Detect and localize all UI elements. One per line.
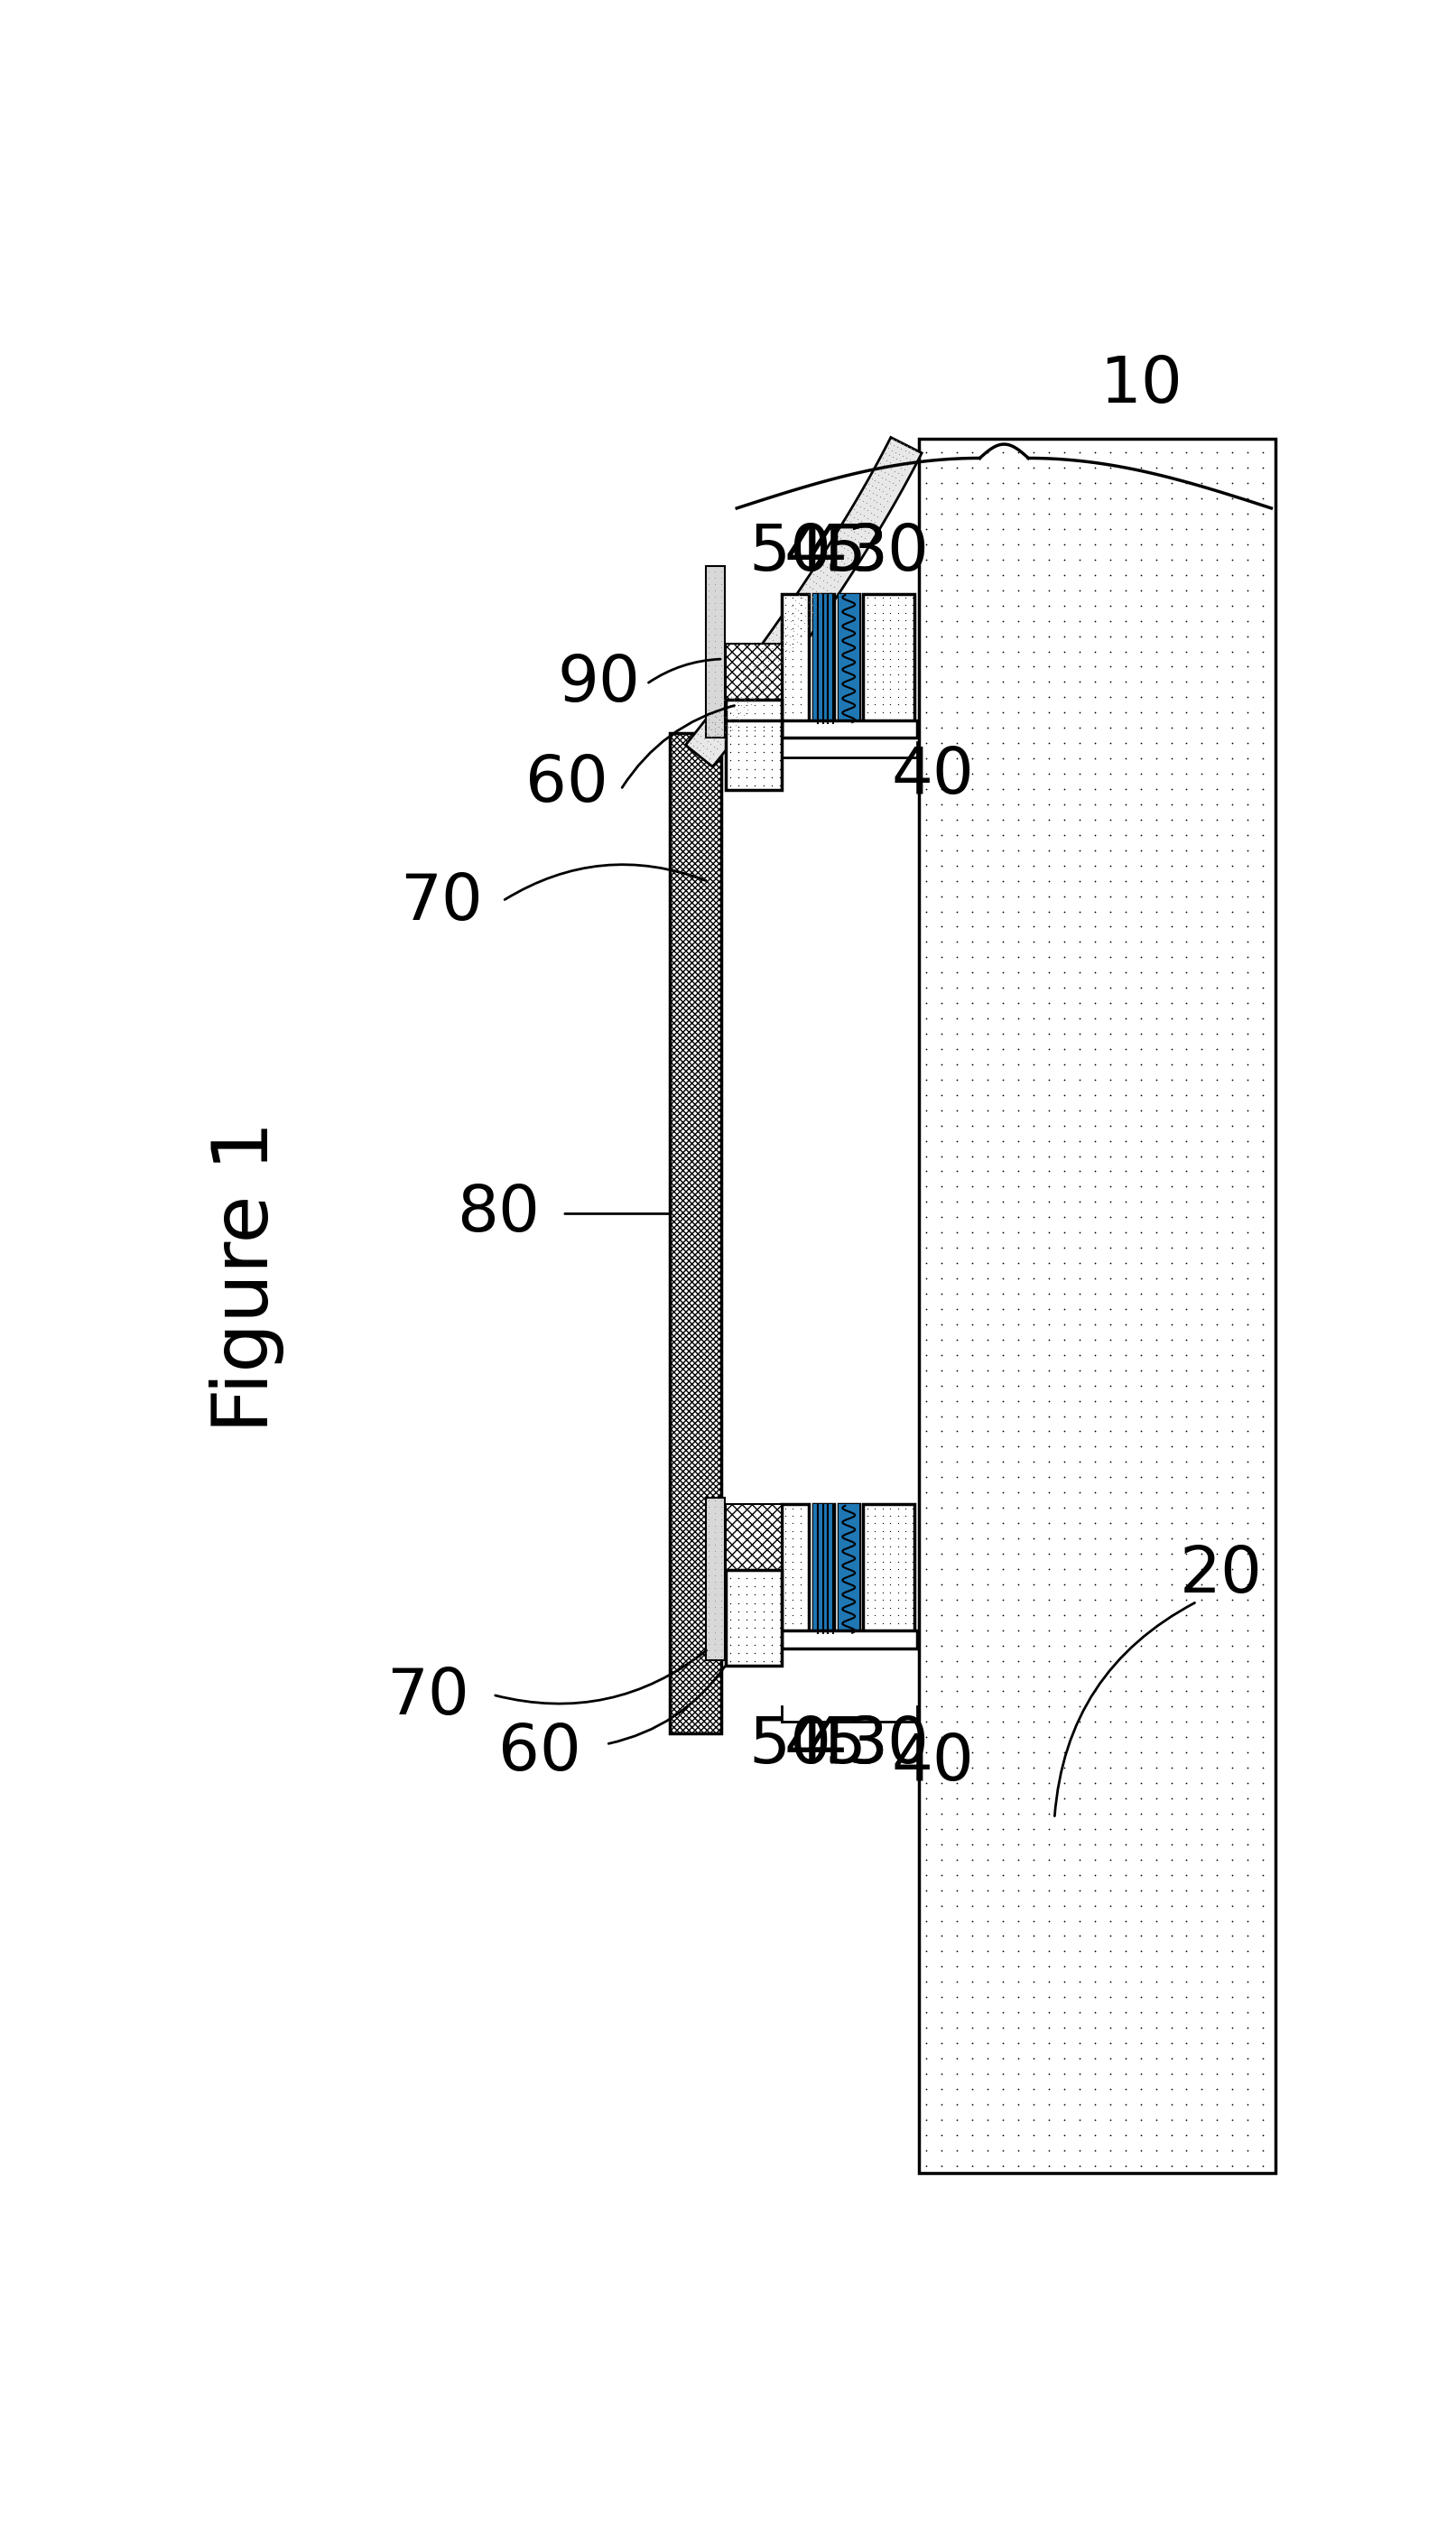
Bar [706,566,725,738]
Bar [725,700,782,735]
Text: 70: 70 [386,1665,469,1728]
Bar [725,1569,782,1665]
Bar [814,594,834,722]
Text: 50: 50 [748,1715,831,1776]
Bar [839,1505,859,1634]
Text: 10: 10 [1099,354,1182,417]
Text: 70: 70 [400,871,483,935]
Polygon shape [686,437,922,768]
Bar [725,720,782,791]
Bar [863,1505,914,1634]
Bar [863,594,914,722]
Bar [670,733,721,1733]
Bar [782,1505,810,1634]
Bar [782,1632,917,1649]
Bar [814,1505,834,1634]
Text: 43: 43 [805,1715,888,1776]
Bar [706,1498,725,1660]
Bar [814,1505,834,1634]
Text: 80: 80 [457,1182,540,1245]
Text: 40: 40 [891,1733,974,1793]
Text: 60: 60 [499,1720,581,1783]
Text: 45: 45 [783,523,866,584]
Text: 45: 45 [783,1715,866,1776]
Bar [814,594,834,722]
Text: 50: 50 [748,523,831,584]
Text: 20: 20 [1179,1543,1262,1607]
Polygon shape [718,644,782,720]
Bar [839,594,859,722]
Text: 60: 60 [526,753,609,816]
Bar [725,1505,782,1569]
Text: 43: 43 [805,523,888,584]
Text: 30: 30 [846,1715,929,1776]
Bar [782,594,810,722]
Text: Figure 1: Figure 1 [210,1122,284,1432]
Bar [919,440,1275,2172]
Bar [839,594,859,722]
Text: 30: 30 [846,523,929,584]
Polygon shape [718,1505,782,1634]
Text: 90: 90 [558,652,641,715]
Text: 40: 40 [891,745,974,806]
Bar [725,644,782,700]
Bar [839,1505,859,1634]
Bar [782,720,917,738]
